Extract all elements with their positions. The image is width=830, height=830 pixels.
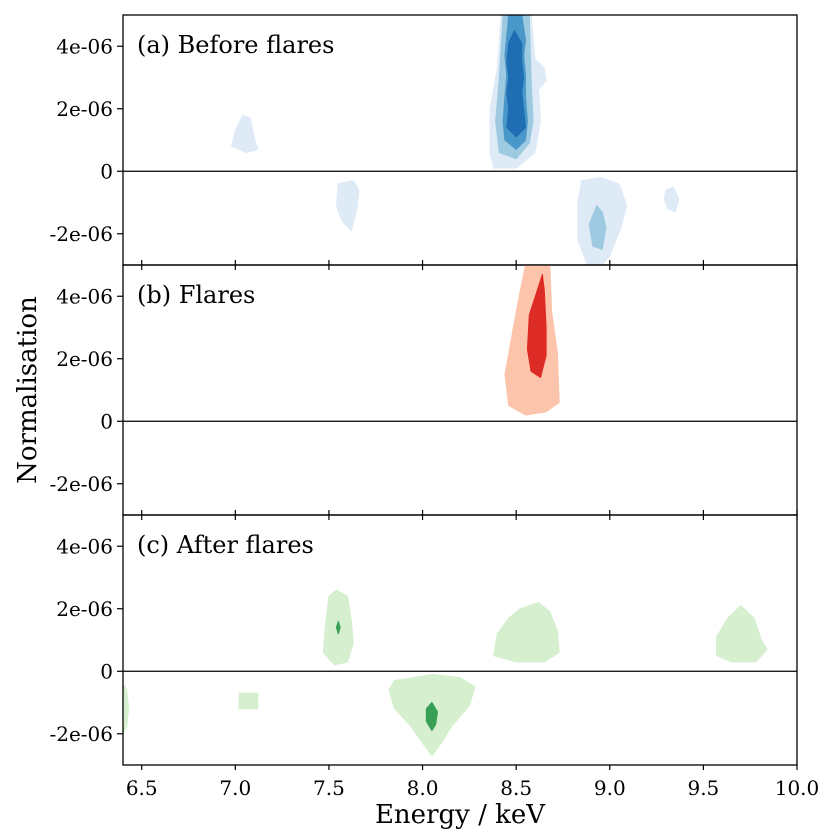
- contour-group: [231, 15, 680, 265]
- panel-3: 4e-06 2e-06 0 -2e-06 (c) After flares: [49, 510, 798, 770]
- y-tick-label: 2e-06: [56, 347, 113, 371]
- contour-region-level-0: [663, 186, 680, 213]
- x-tick-label: 10.0: [775, 776, 820, 800]
- y-tick-label: 4e-06: [56, 34, 113, 58]
- contour-region-level-0: [335, 180, 360, 232]
- contour-group: [504, 265, 560, 416]
- panels-group: 4e-06 2e-06 0 -2e-06 (a) Before flares 4e-06 2…: [49, 14, 820, 800]
- y-tick-label: 2e-06: [56, 97, 113, 121]
- x-tick-label: 9.5: [687, 776, 719, 800]
- y-tick-label: 0: [100, 659, 113, 683]
- x-tick-label: 9.0: [594, 776, 626, 800]
- panel-frame: [122, 514, 798, 766]
- panel-label: (b) Flares: [137, 281, 255, 309]
- contour-region-level-0: [123, 683, 130, 735]
- y-tick-label: -2e-06: [49, 472, 113, 496]
- y-tick-label: 4e-06: [56, 284, 113, 308]
- y-tick-label: -2e-06: [49, 722, 113, 746]
- contour-region-level-1: [335, 620, 341, 635]
- panel-label: (c) After flares: [137, 531, 314, 559]
- x-tick-label: 7.0: [219, 776, 251, 800]
- x-tick-label: 8.0: [407, 776, 439, 800]
- panel-2: 4e-06 2e-06 0 -2e-06 (b) Flares: [49, 260, 798, 520]
- y-tick-label: 2e-06: [56, 597, 113, 621]
- y-tick-label: 4e-06: [56, 534, 113, 558]
- y-tick-label: 0: [100, 159, 113, 183]
- contour-region-level-0: [716, 605, 768, 663]
- y-tick-label: 0: [100, 409, 113, 433]
- contour-region-level-1: [425, 702, 438, 732]
- contour-region-level-0: [231, 114, 259, 153]
- x-tick-label: 6.5: [126, 776, 158, 800]
- contour-region-level-0: [238, 692, 259, 710]
- y-tick-label: -2e-06: [49, 222, 113, 246]
- contour-region-level-3: [506, 30, 526, 138]
- x-tick-label: 7.5: [313, 776, 345, 800]
- y-axis-title: Normalisation: [13, 296, 43, 484]
- contour-region-level-1: [588, 205, 607, 250]
- contour-region-level-1: [526, 273, 547, 378]
- panel-1: 4e-06 2e-06 0 -2e-06 (a) Before flares: [49, 14, 798, 270]
- contour-group: [123, 589, 768, 757]
- contour-region-level-0: [493, 602, 560, 663]
- x-tick-label: 8.5: [500, 776, 532, 800]
- panel-label: (a) Before flares: [137, 31, 334, 59]
- x-axis-title: Energy / keV: [375, 800, 546, 830]
